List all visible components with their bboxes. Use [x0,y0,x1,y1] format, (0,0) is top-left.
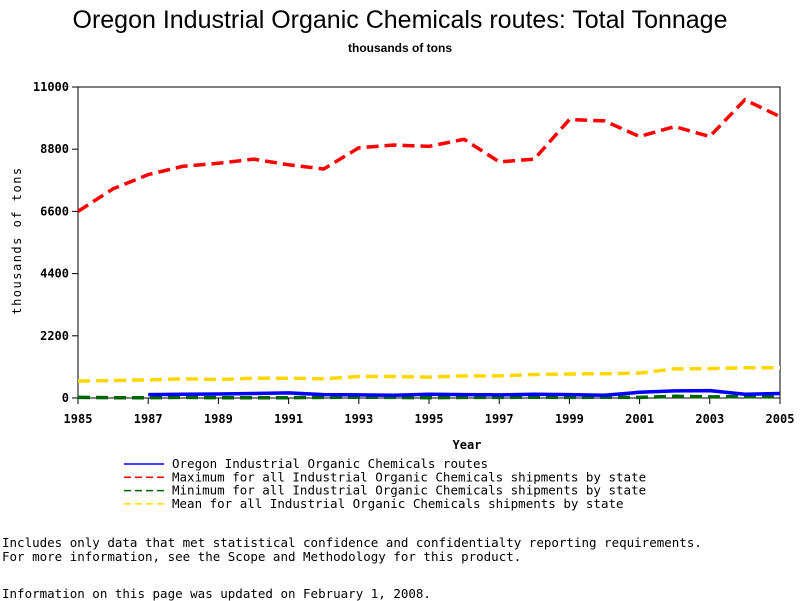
legend-label-2: Minimum for all Industrial Organic Chemi… [172,483,646,498]
note-line-confidence: Includes only data that met statistical … [2,535,702,550]
notes-block: Includes only data that met statistical … [2,536,702,564]
legend-label-3: Mean for all Industrial Organic Chemical… [172,496,624,511]
legend-label-1: Maximum for all Industrial Organic Chemi… [172,469,646,484]
chart-title: Oregon Industrial Organic Chemicals rout… [72,6,728,34]
x-tick-label: 1997 [485,412,514,426]
x-axis-label: Year [453,438,482,452]
y-tick-label: 4400 [40,267,69,281]
x-tick-label: 2003 [695,412,724,426]
series-line-0 [148,388,781,397]
legend-label-0: Oregon Industrial Organic Chemicals rout… [172,456,488,471]
y-axis-label: thousands of tons [10,166,24,314]
chart-svg: 0 2200 4400 6600 8800 11000 1985 1987 1989 1991 19… [10,80,795,511]
series-line-2 [77,394,781,400]
x-tick-label: 2001 [625,412,654,426]
note-line-methodology[interactable]: For more information, see the Scope and … [2,549,522,564]
y-tick-label: 8800 [40,142,69,156]
chart-subtitle: thousands of tons [348,41,452,55]
y-tick-label: 2200 [40,329,69,343]
x-tick-label: 1989 [204,412,233,426]
x-tick-label: 1999 [555,412,584,426]
x-tick-label: 2005 [766,412,795,426]
x-tick-label: 1987 [134,412,163,426]
y-tick-label: 11000 [33,80,69,94]
x-tick-label: 1995 [415,412,444,426]
updated-note: Information on this page was updated on … [2,586,431,601]
x-tick-label: 1993 [344,412,373,426]
plot-frame [77,86,781,399]
y-tick-label: 0 [62,391,69,405]
y-tick-label: 6600 [40,204,69,218]
x-tick-label: 1985 [64,412,93,426]
series-line-3 [77,365,780,383]
x-tick-label: 1991 [274,412,303,426]
series-line-1 [77,97,781,213]
